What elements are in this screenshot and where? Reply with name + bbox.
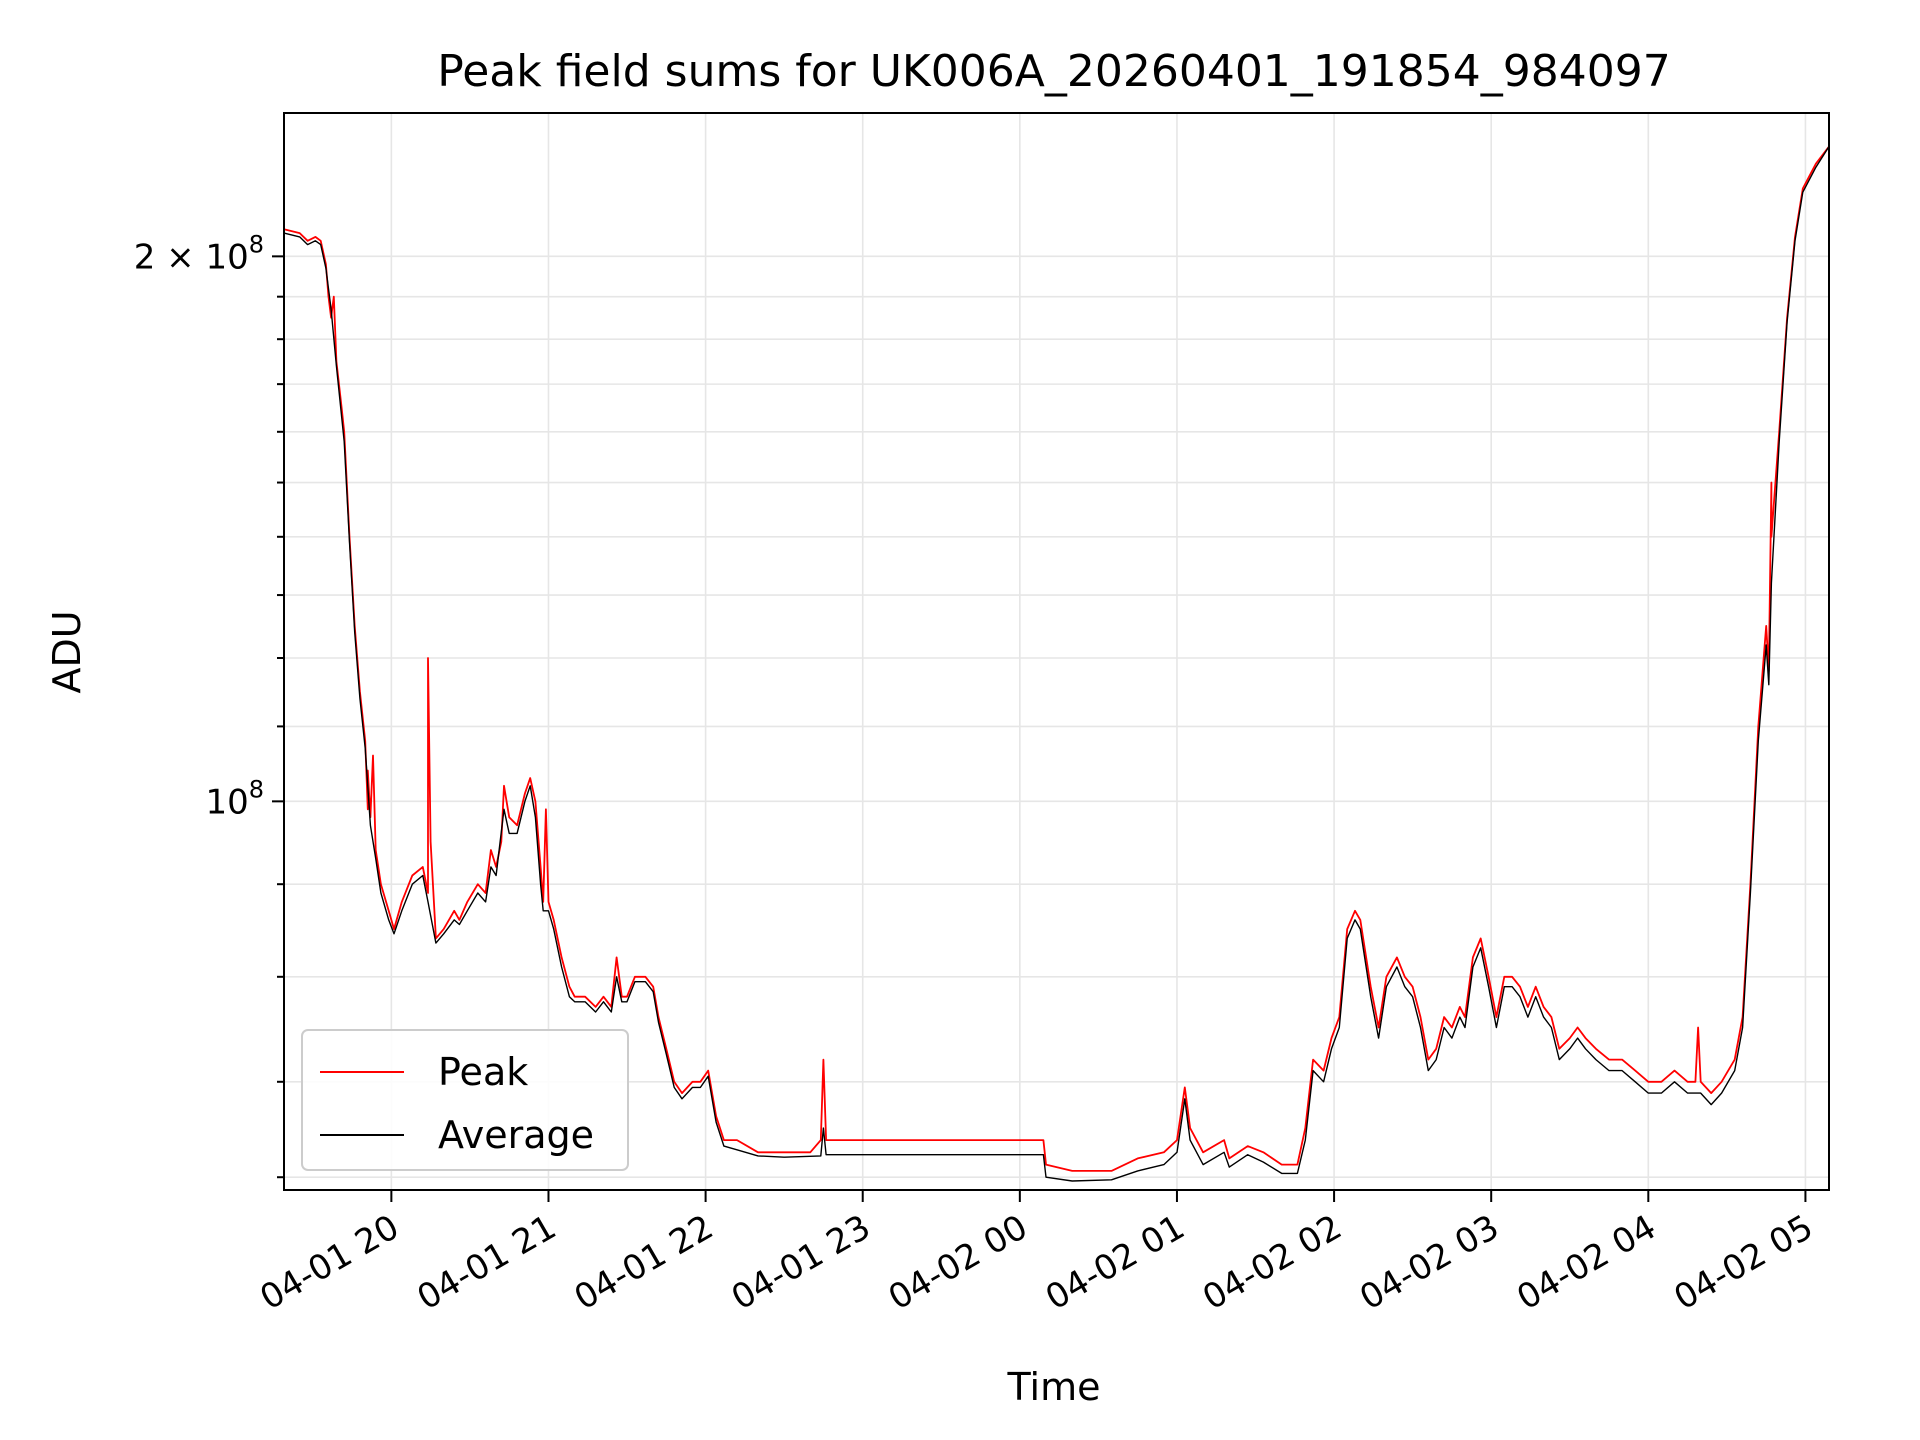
plot-layer bbox=[283, 145, 1830, 1182]
y-tick-exponent: 8 bbox=[249, 230, 264, 258]
series-line-average bbox=[283, 146, 1830, 1182]
series-line-peak bbox=[283, 145, 1830, 1172]
x-axis-label: Time bbox=[1007, 1365, 1101, 1409]
x-tick-label: 04-01 23 bbox=[725, 1207, 877, 1318]
y-tick-label: 2 × 108 bbox=[134, 230, 264, 277]
legend: Peak Average bbox=[301, 1029, 629, 1171]
y-tick-base: 2 × 10 bbox=[134, 237, 249, 277]
x-tick-label: 04-02 02 bbox=[1196, 1207, 1348, 1318]
x-tick-label: 04-02 03 bbox=[1353, 1207, 1505, 1318]
y-tick-label: 108 bbox=[205, 775, 264, 822]
plot-frame bbox=[283, 112, 1830, 1191]
legend-label-average: Average bbox=[438, 1113, 594, 1157]
y-tick-base: 10 bbox=[205, 782, 248, 822]
x-tick-label: 04-01 21 bbox=[411, 1207, 563, 1318]
y-axis-label: ADU bbox=[45, 610, 89, 693]
grid-layer bbox=[284, 113, 1829, 1190]
chart-title: Peak field sums for UK006A_20260401_1918… bbox=[437, 46, 1670, 97]
legend-label-peak: Peak bbox=[438, 1050, 528, 1094]
x-tick-label: 04-02 04 bbox=[1510, 1207, 1662, 1318]
x-tick-label: 04-02 05 bbox=[1668, 1207, 1820, 1318]
x-tick-label: 04-02 00 bbox=[882, 1207, 1034, 1318]
y-tick-exponent: 8 bbox=[249, 775, 264, 803]
x-tick-label: 04-01 20 bbox=[253, 1207, 405, 1318]
x-tick-label: 04-01 22 bbox=[568, 1207, 720, 1318]
x-tick-label: 04-02 01 bbox=[1039, 1207, 1191, 1318]
